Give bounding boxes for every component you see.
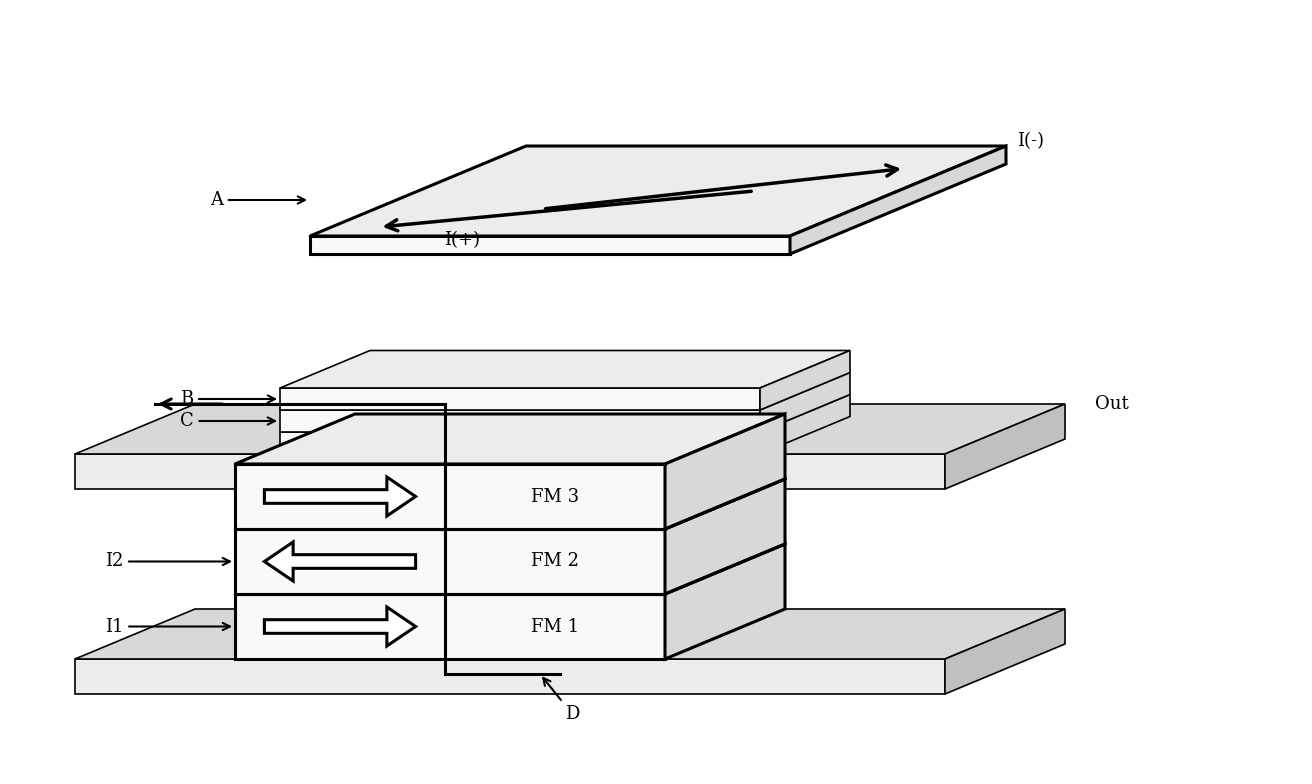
- Polygon shape: [310, 146, 1006, 236]
- Text: FM 1: FM 1: [531, 618, 579, 636]
- Text: B: B: [180, 390, 276, 408]
- Polygon shape: [265, 477, 416, 516]
- Polygon shape: [235, 464, 665, 529]
- Text: FM 3: FM 3: [531, 488, 579, 506]
- Polygon shape: [945, 404, 1065, 489]
- Text: FM 2: FM 2: [531, 553, 579, 571]
- Polygon shape: [760, 394, 850, 454]
- Text: Out: Out: [1096, 395, 1128, 413]
- Polygon shape: [75, 404, 1065, 454]
- Polygon shape: [279, 350, 850, 388]
- Text: I2: I2: [105, 553, 230, 571]
- Text: A: A: [210, 191, 304, 209]
- Text: I(-): I(-): [1017, 132, 1044, 151]
- Polygon shape: [265, 542, 416, 581]
- Polygon shape: [235, 594, 665, 659]
- Text: I(+): I(+): [445, 231, 480, 249]
- Polygon shape: [235, 414, 785, 464]
- Text: D: D: [543, 678, 580, 723]
- Text: C: C: [180, 412, 276, 430]
- Polygon shape: [760, 372, 850, 432]
- Polygon shape: [665, 414, 785, 529]
- Polygon shape: [310, 236, 790, 254]
- Polygon shape: [75, 609, 1065, 659]
- Polygon shape: [790, 146, 1006, 254]
- Text: I1: I1: [105, 618, 230, 636]
- Polygon shape: [760, 350, 850, 410]
- Polygon shape: [279, 388, 760, 410]
- Polygon shape: [75, 454, 945, 489]
- Polygon shape: [279, 432, 760, 454]
- Polygon shape: [235, 529, 665, 594]
- Polygon shape: [279, 410, 760, 432]
- Polygon shape: [665, 479, 785, 594]
- Polygon shape: [945, 609, 1065, 694]
- Polygon shape: [665, 544, 785, 659]
- Polygon shape: [265, 607, 416, 646]
- Polygon shape: [75, 659, 945, 694]
